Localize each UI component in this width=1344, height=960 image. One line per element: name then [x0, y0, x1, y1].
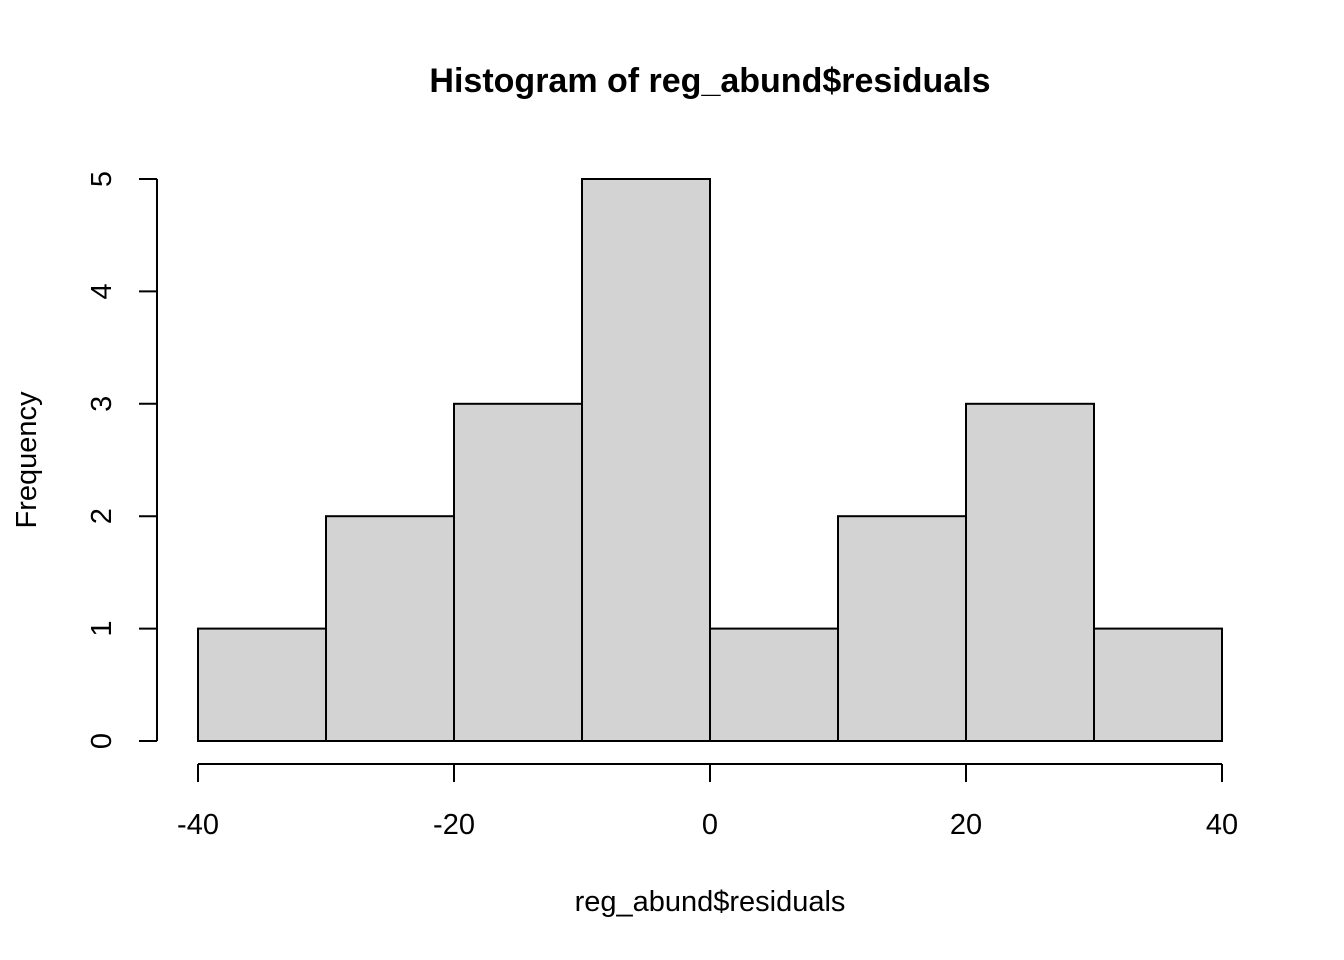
x-axis-label: reg_abund$residuals: [575, 886, 846, 918]
x-tick-label-3: 20: [950, 809, 982, 841]
y-tick-label-0: 0: [86, 733, 118, 749]
y-tick-label-1: 1: [86, 621, 118, 637]
y-tick-label-2: 2: [86, 508, 118, 524]
y-axis-label: Frequency: [11, 391, 43, 529]
histogram-bar-5: [837, 515, 967, 743]
chart-title: Histogram of reg_abund$residuals: [429, 62, 990, 100]
histogram-bar-3: [581, 178, 711, 742]
x-axis: -40 -20 0 20 40: [177, 763, 1238, 841]
histogram-bar-4: [709, 627, 839, 742]
histogram-bar-1: [325, 515, 455, 743]
x-tick-label-1: -20: [433, 809, 475, 841]
x-tick-label-4: 40: [1206, 809, 1238, 841]
histogram-bar-0: [197, 627, 327, 742]
y-axis: 0 1 2 3 4 5: [86, 171, 158, 749]
x-tick-label-2: 0: [702, 809, 718, 841]
x-tick-label-0: -40: [177, 809, 219, 841]
y-tick-label-5: 5: [86, 171, 118, 187]
histogram-bar-7: [1093, 627, 1223, 742]
histogram-bar-6: [965, 402, 1095, 742]
y-tick-label-3: 3: [86, 396, 118, 412]
histogram-bars: [197, 178, 1223, 743]
histogram-bar-2: [453, 402, 583, 742]
y-tick-label-4: 4: [86, 283, 118, 299]
